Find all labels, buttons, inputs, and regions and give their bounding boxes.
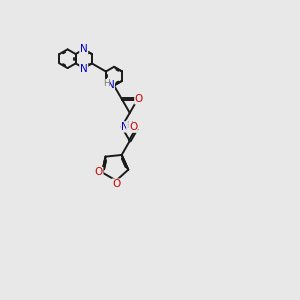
Text: O: O <box>94 167 103 178</box>
Text: O: O <box>135 94 143 104</box>
Text: N: N <box>80 64 88 74</box>
Text: N: N <box>106 80 114 90</box>
Text: O: O <box>129 122 137 132</box>
Text: H: H <box>127 121 133 130</box>
Text: H: H <box>103 79 110 88</box>
Text: N: N <box>80 44 88 54</box>
Text: O: O <box>112 179 120 189</box>
Text: N: N <box>121 122 129 132</box>
